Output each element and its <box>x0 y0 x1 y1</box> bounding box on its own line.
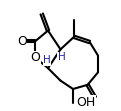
Text: OH: OH <box>76 96 95 109</box>
Text: H: H <box>43 55 51 65</box>
Text: O: O <box>17 35 27 48</box>
Text: O: O <box>30 51 40 64</box>
Text: H: H <box>58 52 65 62</box>
